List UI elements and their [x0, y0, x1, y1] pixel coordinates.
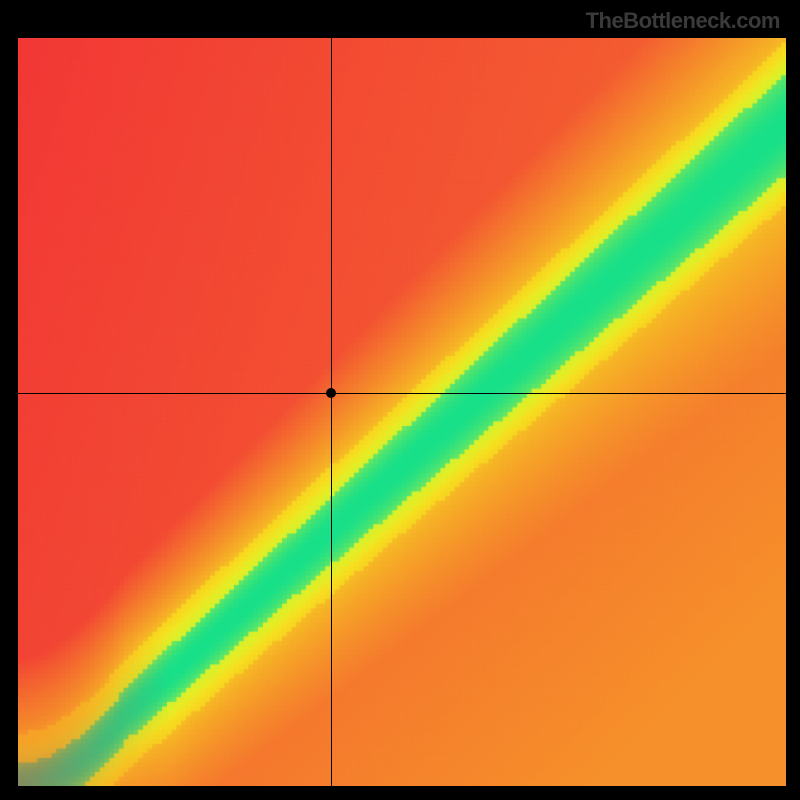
crosshair-marker[interactable]: [326, 388, 336, 398]
crosshair-vertical: [331, 38, 332, 786]
chart-container: TheBottleneck.com: [0, 0, 800, 800]
heatmap-plot: [18, 38, 786, 786]
crosshair-horizontal: [18, 393, 786, 394]
watermark-text: TheBottleneck.com: [586, 8, 780, 34]
